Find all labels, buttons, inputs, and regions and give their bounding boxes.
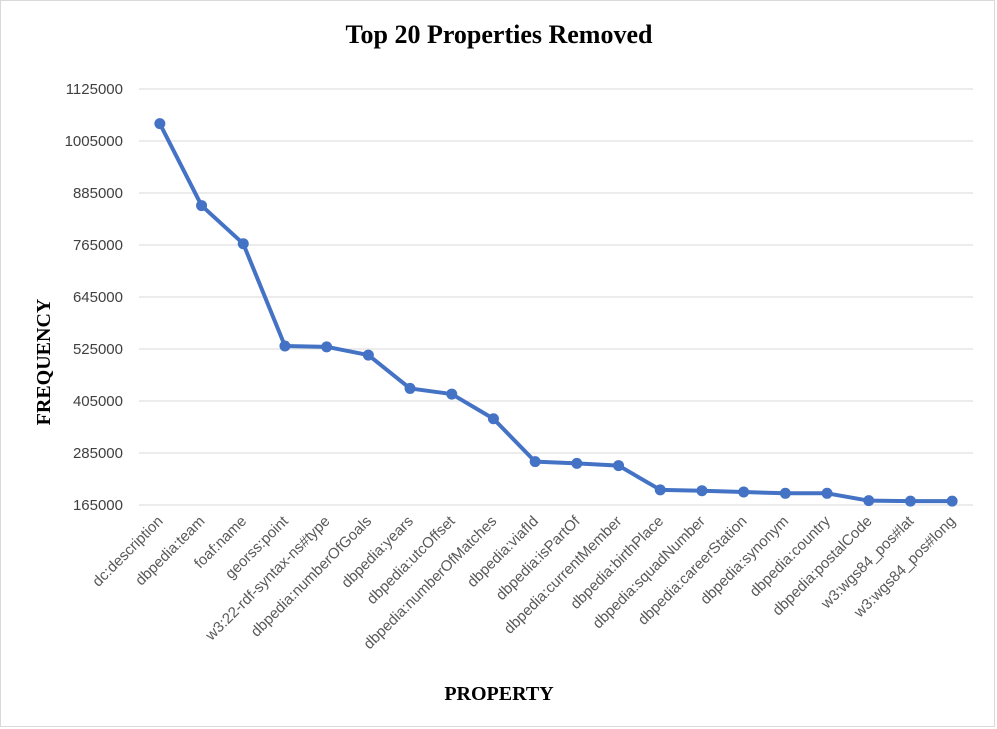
- y-tick-label: 885000: [73, 185, 123, 202]
- data-point: [946, 495, 958, 507]
- data-point: [571, 457, 583, 469]
- series-line: [157, 121, 955, 504]
- data-point: [613, 460, 625, 472]
- data-point: [321, 341, 333, 353]
- data-point: [154, 118, 166, 130]
- data-point: [196, 200, 208, 212]
- data-point: [487, 413, 499, 425]
- y-tick-label: 765000: [73, 237, 123, 254]
- data-point: [404, 382, 416, 394]
- chart-title: Top 20 Properties Removed: [346, 20, 653, 49]
- series-group: [154, 118, 958, 507]
- data-point: [362, 349, 374, 361]
- data-point: [779, 487, 791, 499]
- y-tick-label: 1005000: [65, 133, 123, 150]
- data-point: [821, 487, 833, 499]
- y-axis-title: FREQUENCY: [33, 298, 55, 425]
- data-point: [696, 485, 708, 497]
- y-tick-label: 1125000: [66, 81, 123, 98]
- data-point: [654, 484, 666, 496]
- y-tick-label: 165000: [73, 497, 123, 514]
- y-tick-label: 645000: [73, 289, 123, 306]
- y-tick-label: 525000: [73, 341, 123, 358]
- y-tick-label: 285000: [73, 445, 123, 462]
- data-point: [904, 495, 916, 507]
- data-point: [237, 238, 249, 250]
- data-point: [738, 486, 750, 498]
- x-tick-label: dc:description: [89, 513, 166, 590]
- x-axis-ticks: dc:descriptiondbpedia:teamfoaf:namegeors…: [89, 512, 959, 653]
- y-axis-ticks: 1125000 1005000 885000 765000 645000 525000 40…: [65, 81, 123, 514]
- data-point: [279, 340, 291, 352]
- data-point: [529, 456, 541, 468]
- y-tick-label: 405000: [73, 393, 123, 410]
- data-point: [863, 495, 875, 507]
- data-point: [446, 388, 458, 400]
- gridlines: [139, 88, 973, 506]
- x-axis-title: PROPERTY: [444, 683, 554, 705]
